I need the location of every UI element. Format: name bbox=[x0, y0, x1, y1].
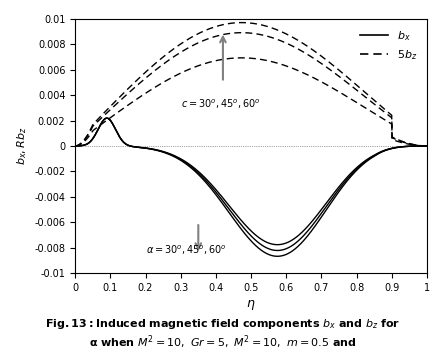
X-axis label: $\eta$: $\eta$ bbox=[247, 298, 256, 312]
Y-axis label: $b_x, Rb_z$: $b_x, Rb_z$ bbox=[15, 127, 29, 165]
Text: $c = 30^o, 45^o, 60^o$: $c = 30^o, 45^o, 60^o$ bbox=[181, 98, 260, 111]
Legend: $b_x$, $5b_z$: $b_x$, $5b_z$ bbox=[356, 25, 421, 66]
Text: $\mathbf{Fig.13: Induced\ magnetic\ field\ components}\ b_x\ \mathbf{and}\ b_z\ : $\mathbf{Fig.13: Induced\ magnetic\ fiel… bbox=[45, 317, 400, 350]
Text: $\alpha = 30^o, 45^o, 60^o$: $\alpha = 30^o, 45^o, 60^o$ bbox=[146, 244, 226, 257]
